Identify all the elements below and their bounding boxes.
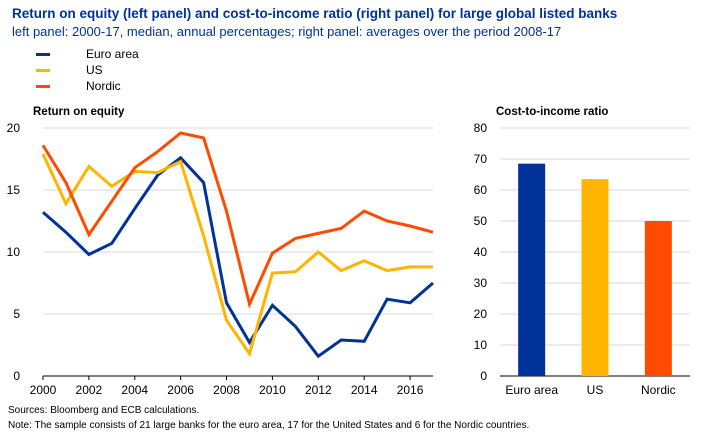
left-x-tick-label: 2014 [351,383,378,397]
bar-euro-area [518,163,546,376]
left-x-tick-label: 2000 [30,383,57,397]
right-x-tick-label: Nordic [641,383,676,397]
legend-swatch-us [36,69,50,72]
footer-sources: Sources: Bloomberg and ECB calculations. [8,405,200,416]
legend-swatch-nordic [36,85,50,88]
right-y-tick-label: 50 [474,214,488,228]
legend-label-us: US [86,63,103,77]
right-x-tick-label: US [587,383,604,397]
left-y-tick-label: 10 [7,245,21,259]
line-euro-area [42,155,434,359]
right-y-tick-label: 80 [474,121,488,135]
left-x-tick-label: 2004 [121,383,148,397]
left-x-tick-label: 2002 [76,383,103,397]
legend-swatch-euro-area [36,53,50,56]
right-y-tick-label: 70 [474,152,488,166]
line-nordic [41,131,434,309]
bar-us [581,179,609,376]
right-x-tick-label: Euro area [505,383,558,397]
right-y-tick-label: 10 [474,338,488,352]
right-y-tick-label: 0 [480,369,487,383]
right-y-tick-label: 30 [474,276,488,290]
left-y-tick-label: 20 [7,121,21,135]
right-y-tick-label: 60 [474,183,488,197]
left-x-tick-label: 2008 [213,383,240,397]
left-y-tick-label: 5 [13,307,20,321]
left-x-tick-label: 2006 [167,383,194,397]
footer-note: Note: The sample consists of 21 large ba… [8,420,530,431]
legend-label-nordic: Nordic [86,79,121,93]
legend-label-euro-area: Euro area [86,47,139,61]
bar-nordic [644,221,672,376]
left-y-tick-label: 15 [7,183,21,197]
chart-title: Return on equity (left panel) and cost-t… [12,6,618,21]
right-y-tick-label: 20 [474,307,488,321]
left-x-tick-label: 2016 [397,383,424,397]
right-panel-title: Cost-to-income ratio [496,106,609,118]
left-x-tick-label: 2012 [305,383,332,397]
left-panel-title: Return on equity [33,106,125,118]
left-x-tick-label: 2010 [259,383,286,397]
right-y-tick-label: 40 [474,245,488,259]
chart-subtitle: left panel: 2000-17, median, annual perc… [12,24,562,39]
left-y-tick-label: 0 [13,369,20,383]
line-us [41,153,433,358]
